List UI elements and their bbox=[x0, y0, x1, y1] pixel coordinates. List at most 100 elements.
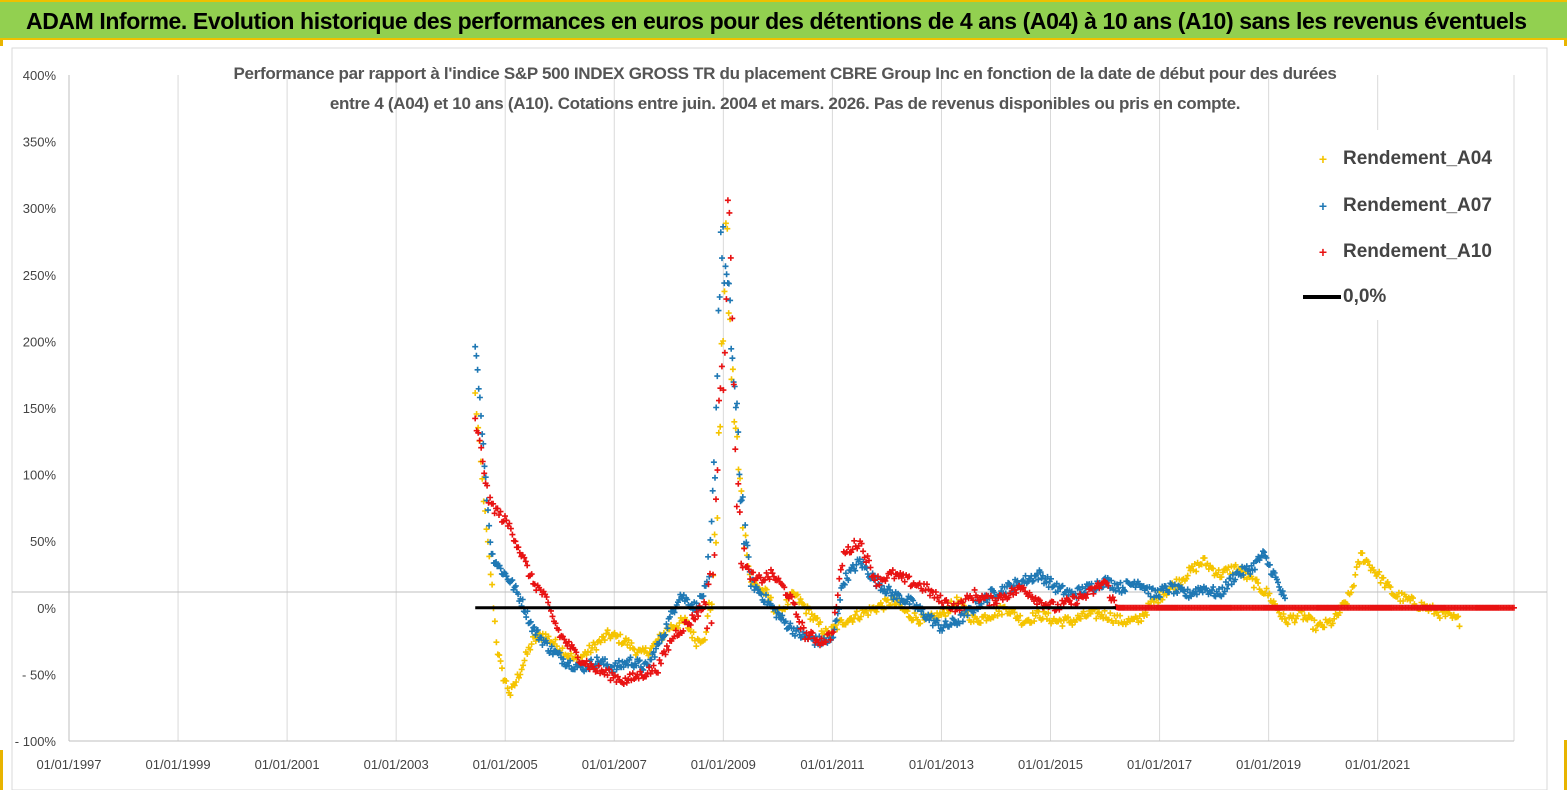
point-rendement_a04 bbox=[487, 571, 494, 578]
point-rendement_a04 bbox=[729, 366, 736, 373]
point-rendement_a04 bbox=[511, 682, 518, 689]
point-rendement_a07 bbox=[1188, 593, 1195, 600]
page-title: ADAM Informe. Evolution historique des p… bbox=[26, 8, 1527, 34]
point-rendement_a07 bbox=[832, 618, 839, 625]
y-tick-label: 0% bbox=[37, 601, 56, 616]
legend-marker-a04: + bbox=[1318, 151, 1328, 167]
point-rendement_a07 bbox=[512, 582, 519, 589]
legend-marker-a10: + bbox=[1318, 244, 1328, 260]
x-tick-label: 01/01/2001 bbox=[255, 757, 320, 772]
point-rendement_a04 bbox=[1376, 568, 1383, 575]
point-rendement_a07 bbox=[787, 620, 794, 627]
point-rendement_a07 bbox=[1156, 594, 1163, 601]
point-rendement_a10 bbox=[858, 540, 865, 547]
point-rendement_a10 bbox=[732, 446, 739, 453]
point-rendement_a07 bbox=[489, 550, 496, 557]
point-rendement_a07 bbox=[544, 640, 551, 647]
point-rendement_a04 bbox=[1266, 590, 1273, 597]
point-rendement_a10 bbox=[727, 254, 734, 261]
point-rendement_a04 bbox=[1284, 621, 1291, 628]
point-rendement_a04 bbox=[731, 418, 738, 425]
point-rendement_a07 bbox=[853, 561, 860, 568]
point-rendement_a10 bbox=[545, 599, 552, 606]
point-rendement_a07 bbox=[1030, 577, 1037, 584]
point-rendement_a04 bbox=[1331, 615, 1338, 622]
point-rendement_a04 bbox=[520, 662, 527, 669]
point-rendement_a07 bbox=[1184, 586, 1191, 593]
point-rendement_a07 bbox=[845, 577, 852, 584]
legend-label-zero: 0,0% bbox=[1343, 286, 1387, 307]
point-rendement_a10 bbox=[665, 646, 672, 653]
point-rendement_a07 bbox=[978, 600, 985, 607]
point-rendement_a10 bbox=[864, 553, 871, 560]
point-rendement_a07 bbox=[1122, 588, 1129, 595]
point-rendement_a07 bbox=[1039, 572, 1046, 579]
point-rendement_a10 bbox=[970, 597, 977, 604]
point-rendement_a04 bbox=[1280, 611, 1287, 617]
point-rendement_a07 bbox=[526, 619, 533, 626]
point-rendement_a04 bbox=[1143, 612, 1150, 618]
point-rendement_a04 bbox=[914, 616, 921, 623]
point-rendement_a10 bbox=[555, 626, 562, 633]
point-rendement_a04 bbox=[589, 644, 596, 651]
point-rendement_a04 bbox=[583, 651, 590, 658]
point-rendement_a04 bbox=[738, 488, 745, 495]
point-rendement_a10 bbox=[818, 635, 825, 642]
series-rendement_a10 bbox=[472, 197, 1517, 687]
point-rendement_a04 bbox=[483, 526, 490, 533]
point-rendement_a10 bbox=[1071, 593, 1078, 600]
point-rendement_a07 bbox=[1261, 549, 1268, 556]
point-rendement_a10 bbox=[873, 582, 880, 589]
point-rendement_a10 bbox=[733, 503, 740, 510]
point-rendement_a10 bbox=[837, 566, 844, 573]
x-tick-label: 01/01/2009 bbox=[691, 757, 756, 772]
point-rendement_a07 bbox=[627, 654, 634, 661]
point-rendement_a07 bbox=[1219, 584, 1226, 591]
point-rendement_a04 bbox=[763, 586, 770, 593]
point-rendement_a10 bbox=[1034, 601, 1040, 608]
point-rendement_a07 bbox=[1053, 580, 1060, 587]
point-rendement_a04 bbox=[1250, 584, 1257, 591]
point-rendement_a10 bbox=[800, 624, 807, 631]
point-rendement_a04 bbox=[1294, 613, 1301, 619]
point-rendement_a10 bbox=[524, 562, 531, 569]
point-rendement_a04 bbox=[479, 475, 486, 482]
point-rendement_a04 bbox=[1117, 612, 1124, 619]
point-rendement_a07 bbox=[1079, 583, 1086, 590]
point-rendement_a07 bbox=[534, 627, 541, 633]
point-rendement_a04 bbox=[911, 610, 918, 617]
point-rendement_a04 bbox=[1031, 618, 1038, 625]
point-rendement_a10 bbox=[1029, 594, 1036, 600]
legend-item-a04: + Rendement_A04 bbox=[1303, 148, 1492, 170]
point-rendement_a07 bbox=[560, 656, 567, 663]
point-rendement_a10 bbox=[1013, 590, 1020, 596]
point-rendement_a07 bbox=[650, 649, 657, 656]
point-rendement_a07 bbox=[671, 609, 678, 616]
point-rendement_a07 bbox=[719, 255, 725, 262]
point-rendement_a04 bbox=[1138, 618, 1145, 625]
point-rendement_a07 bbox=[725, 280, 732, 287]
point-rendement_a07 bbox=[1273, 576, 1280, 583]
point-rendement_a04 bbox=[1218, 574, 1225, 581]
point-rendement_a10 bbox=[549, 613, 556, 620]
chart-legend: + Rendement_A04 + Rendement_A07 + Rendem… bbox=[1283, 130, 1511, 320]
point-rendement_a10 bbox=[509, 531, 516, 538]
point-rendement_a04 bbox=[587, 649, 594, 656]
point-rendement_a10 bbox=[491, 510, 498, 517]
point-rendement_a07 bbox=[708, 518, 715, 525]
legend-item-a07: + Rendement_A07 bbox=[1303, 195, 1492, 217]
point-rendement_a07 bbox=[742, 522, 749, 529]
point-rendement_a07 bbox=[656, 640, 663, 647]
point-rendement_a04 bbox=[803, 610, 810, 617]
point-rendement_a10 bbox=[1089, 585, 1095, 592]
point-rendement_a04 bbox=[1035, 608, 1042, 615]
point-rendement_a04 bbox=[545, 633, 552, 640]
point-rendement_a04 bbox=[1380, 574, 1387, 581]
point-rendement_a10 bbox=[769, 570, 776, 577]
point-rendement_a07 bbox=[493, 559, 500, 565]
point-rendement_a07 bbox=[842, 570, 849, 577]
point-rendement_a07 bbox=[482, 474, 489, 481]
point-rendement_a04 bbox=[491, 618, 498, 625]
point-rendement_a04 bbox=[493, 639, 500, 646]
point-rendement_a07 bbox=[1266, 561, 1273, 568]
